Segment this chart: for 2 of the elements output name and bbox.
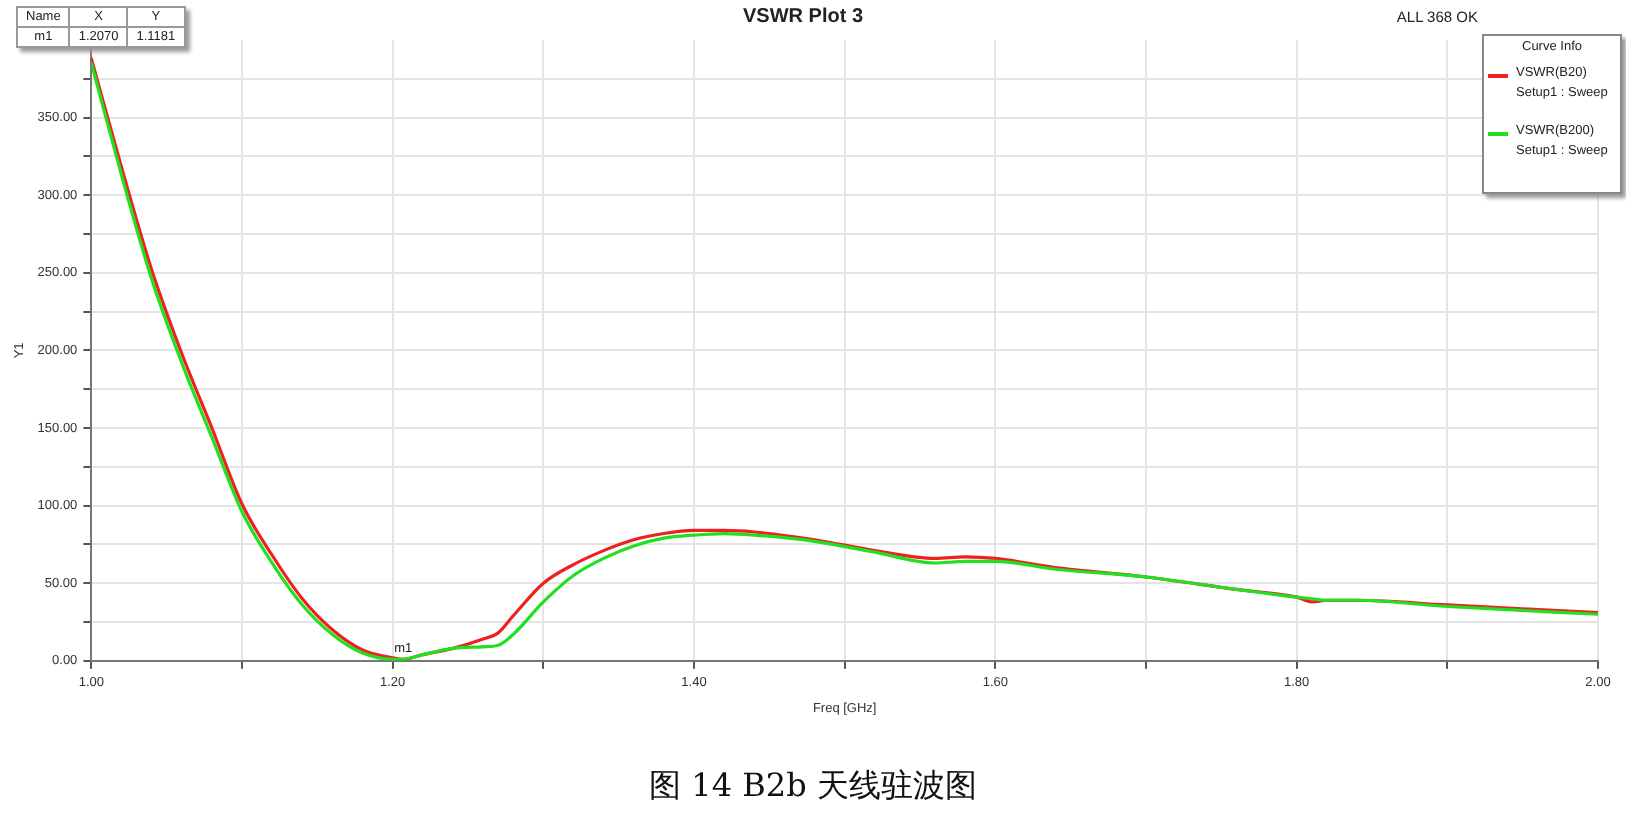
caption: 图 14 B2b 天线驻波图 [647, 766, 979, 808]
chart-title: VSWR Plot 3 [742, 5, 864, 28]
